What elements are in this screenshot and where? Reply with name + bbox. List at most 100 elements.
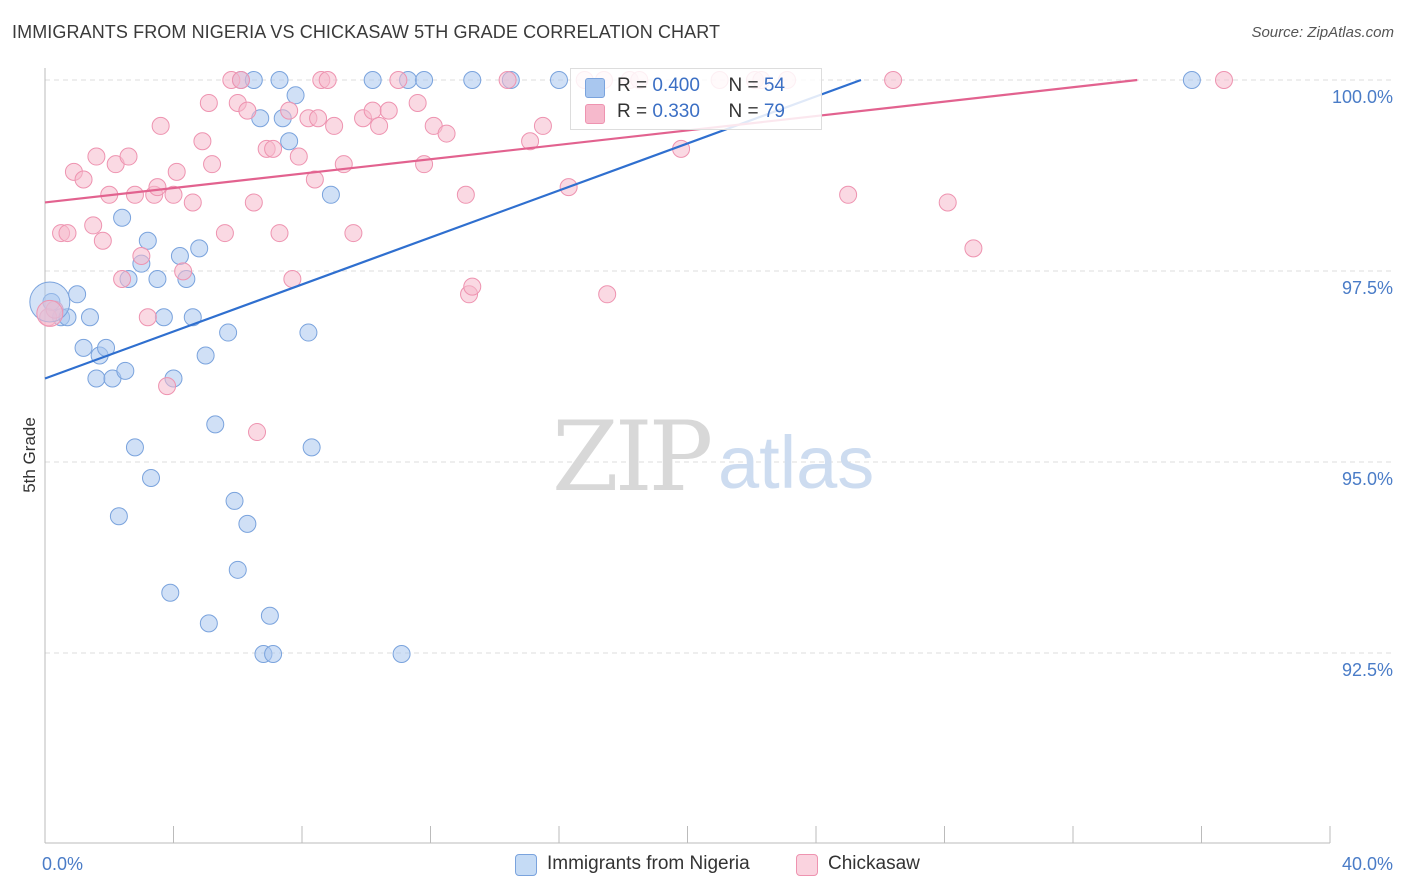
nigeria-point [463,71,482,89]
chickasaw-point [193,132,212,151]
legend-label-nigeria: Immigrants from Nigeria [547,853,750,874]
chickasaw-point [36,299,64,327]
nigeria-point [199,614,218,633]
nigeria-point [74,338,93,357]
chickasaw-point [938,193,957,212]
chickasaw-point [231,71,250,89]
nigeria-point [225,491,244,510]
nigeria-point [392,645,411,663]
nigeria-point [270,71,289,89]
chickasaw-point [58,224,77,243]
chickasaw-point [309,109,328,128]
nigeria-point [264,645,283,663]
chickasaw-point [344,224,363,243]
nigeria-point [109,507,128,526]
nigeria-swatch [515,854,537,876]
nigeria-point [1182,71,1201,89]
chart-title: IMMIGRANTS FROM NIGERIA VS CHICKASAW 5TH… [12,22,721,42]
x-tick-label: 0.0% [42,854,83,874]
nigeria-point [206,415,225,434]
chickasaw-point [183,193,202,212]
nigeria-point [321,185,340,204]
chickasaw-point [964,239,983,258]
chickasaw-point [370,116,389,135]
chickasaw-point [363,101,382,120]
r-label: R = [617,75,653,96]
chickasaw-point [1214,71,1233,89]
chickasaw-point [238,101,257,120]
chickasaw-point [215,224,234,243]
nigeria-point [260,606,279,625]
nigeria-point [550,71,568,89]
chickasaw-point [119,147,138,166]
chickasaw-point [318,71,337,89]
nigeria-point [142,468,161,487]
chickasaw-point [248,423,267,442]
chickasaw-point [598,285,617,304]
nigeria-point [415,71,434,89]
nigeria-point [154,308,173,327]
watermark-zip: ZIP [552,401,711,513]
chickasaw-point [87,147,106,166]
n-label: N = [728,75,764,96]
chickasaw-point [498,71,517,89]
source-label: Source: ZipAtlas.com [1251,24,1394,41]
x-tick-label: 40.0% [1342,854,1393,874]
nigeria-point [228,560,247,579]
chickasaw-trend-line [44,78,1138,204]
nigeria-point [280,132,299,151]
nigeria-point [183,308,202,327]
chickasaw-point [244,193,263,212]
nigeria-swatch [585,78,605,98]
nigeria-point [125,438,144,457]
chickasaw-point [125,185,144,204]
chickasaw-point [93,231,112,250]
chickasaw-point [305,170,324,189]
nigeria-point [138,231,157,250]
chickasaw-swatch [585,104,605,124]
n-value: 54 [763,75,785,96]
nigeria-point [80,308,99,327]
chickasaw-point [158,377,177,396]
nigeria-point [286,86,305,105]
nigeria-point [161,583,180,602]
chickasaw-point [151,116,170,135]
nigeria-point [87,369,106,388]
chickasaw-point [138,308,157,327]
y-tick-label: 97.5% [1342,278,1393,298]
r-value: 0.400 [652,75,700,96]
chickasaw-point [167,162,186,181]
chickasaw-point [289,147,308,166]
chickasaw-point [463,277,482,296]
r-value: 0.330 [652,101,700,122]
chickasaw-point [199,93,218,112]
chickasaw-point [280,101,299,120]
y-tick-label: 95.0% [1342,469,1393,489]
nigeria-point [148,269,167,288]
chickasaw-point [264,139,283,158]
chickasaw-point [408,93,427,112]
nigeria-point [113,208,132,227]
nigeria-point [116,361,135,380]
nigeria-point [196,346,215,365]
chickasaw-point [521,132,540,151]
nigeria-point [302,438,321,457]
chickasaw-point [884,71,903,89]
r-label: R = [617,101,653,122]
chickasaw-point [74,170,93,189]
chickasaw-point [84,216,103,235]
n-value: 79 [763,101,785,122]
y-axis-label: 5th Grade [20,417,39,493]
y-tick-label: 92.5% [1342,660,1393,680]
chickasaw-point [456,185,475,204]
chickasaw-point [174,262,193,281]
chickasaw-point [325,116,344,135]
y-tick-label: 100.0% [1332,87,1393,107]
nigeria-point [363,71,382,89]
chickasaw-point [839,185,858,204]
chickasaw-point [533,116,552,135]
chickasaw-swatch [796,854,818,876]
chickasaw-point [389,71,408,89]
nigeria-point [238,514,257,533]
